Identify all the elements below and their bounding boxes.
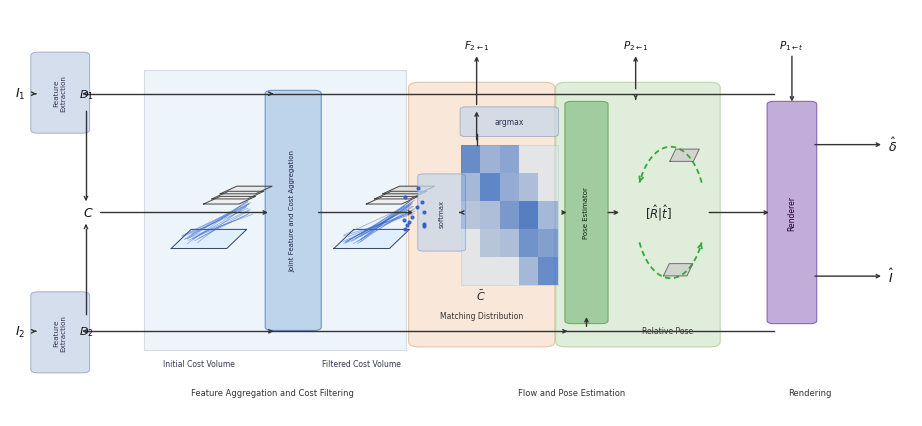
Text: $D_2$: $D_2$ bbox=[78, 325, 93, 338]
Bar bbox=[519, 201, 538, 229]
Polygon shape bbox=[220, 187, 272, 194]
Text: $\hat{\delta}$: $\hat{\delta}$ bbox=[889, 136, 897, 154]
Polygon shape bbox=[334, 230, 409, 249]
Text: $F_{2\leftarrow1}$: $F_{2\leftarrow1}$ bbox=[464, 39, 490, 53]
FancyBboxPatch shape bbox=[565, 102, 609, 324]
Bar bbox=[461, 173, 480, 201]
Text: $I_1$: $I_1$ bbox=[15, 87, 26, 102]
Bar bbox=[144, 71, 406, 351]
Bar bbox=[519, 173, 538, 201]
Text: Initial Cost Volume: Initial Cost Volume bbox=[163, 359, 235, 368]
Bar bbox=[500, 145, 519, 173]
Bar bbox=[480, 201, 500, 229]
Bar bbox=[538, 229, 558, 257]
FancyBboxPatch shape bbox=[266, 91, 321, 331]
Bar bbox=[480, 173, 500, 201]
FancyBboxPatch shape bbox=[767, 102, 817, 324]
Bar bbox=[500, 229, 519, 257]
Text: $P_{1\leftarrow t}$: $P_{1\leftarrow t}$ bbox=[779, 39, 804, 53]
Text: $I_2$: $I_2$ bbox=[15, 324, 26, 339]
FancyBboxPatch shape bbox=[30, 292, 89, 373]
Text: Rendering: Rendering bbox=[788, 389, 832, 397]
Bar bbox=[461, 145, 480, 173]
Text: argmax: argmax bbox=[494, 118, 524, 127]
Polygon shape bbox=[383, 187, 435, 194]
Text: Renderer: Renderer bbox=[787, 196, 797, 230]
FancyBboxPatch shape bbox=[30, 53, 89, 134]
Bar bbox=[500, 201, 519, 229]
Polygon shape bbox=[374, 192, 427, 199]
Text: Pose Estimator: Pose Estimator bbox=[584, 187, 589, 239]
Bar bbox=[500, 173, 519, 201]
Polygon shape bbox=[204, 197, 255, 204]
Text: $\bar{C}$: $\bar{C}$ bbox=[477, 288, 486, 302]
FancyBboxPatch shape bbox=[460, 108, 559, 137]
Polygon shape bbox=[664, 264, 692, 276]
Text: Feature
Extraction: Feature Extraction bbox=[53, 75, 66, 112]
Text: Flow and Pose Estimation: Flow and Pose Estimation bbox=[517, 389, 625, 397]
Bar bbox=[461, 201, 480, 229]
Text: Joint Feature and Cost Aggregation: Joint Feature and Cost Aggregation bbox=[290, 150, 296, 272]
Text: $[\hat{R}|\hat{t}]$: $[\hat{R}|\hat{t}]$ bbox=[645, 203, 672, 223]
Bar bbox=[480, 145, 500, 173]
FancyBboxPatch shape bbox=[556, 83, 720, 347]
Text: $C$: $C$ bbox=[83, 207, 93, 219]
Text: Filtered Cost Volume: Filtered Cost Volume bbox=[323, 359, 401, 368]
FancyBboxPatch shape bbox=[408, 83, 555, 347]
Bar bbox=[538, 257, 558, 285]
Polygon shape bbox=[670, 150, 699, 162]
Text: $\hat{I}$: $\hat{I}$ bbox=[889, 268, 894, 285]
Text: $P_{2\leftarrow1}$: $P_{2\leftarrow1}$ bbox=[622, 39, 648, 53]
Polygon shape bbox=[366, 197, 419, 204]
Bar bbox=[538, 201, 558, 229]
Polygon shape bbox=[171, 230, 247, 249]
Text: $D_1$: $D_1$ bbox=[78, 88, 93, 101]
FancyBboxPatch shape bbox=[418, 175, 466, 251]
Text: Matching Distribution: Matching Distribution bbox=[440, 311, 523, 320]
Bar bbox=[480, 229, 500, 257]
Text: Relative Pose: Relative Pose bbox=[643, 326, 693, 335]
Text: Feature
Extraction: Feature Extraction bbox=[53, 314, 66, 351]
Bar bbox=[461, 145, 558, 285]
Bar bbox=[519, 257, 538, 285]
Polygon shape bbox=[212, 192, 264, 199]
Bar bbox=[519, 229, 538, 257]
Text: Feature Aggregation and Cost Filtering: Feature Aggregation and Cost Filtering bbox=[191, 389, 354, 397]
Text: softmax: softmax bbox=[439, 199, 444, 227]
